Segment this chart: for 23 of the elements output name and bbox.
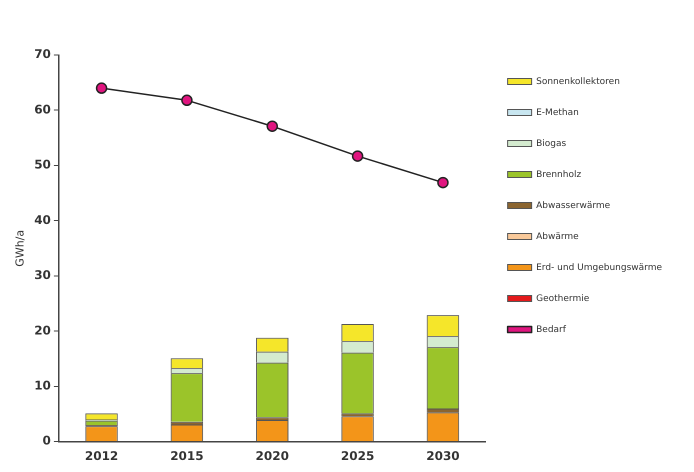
x-tick-label: 2020 [256, 448, 289, 463]
legend-label: Abwärme [536, 232, 580, 242]
y-tick-label: 20 [34, 323, 51, 338]
y-tick-label: 50 [34, 158, 51, 172]
legend-label: Brennholz [536, 170, 582, 180]
y-tick-label: 30 [34, 268, 51, 282]
y-tick-label: 70 [34, 47, 51, 62]
legend-label: Bedarf [536, 324, 567, 335]
x-tick-label: 2025 [340, 448, 374, 463]
y-tick-label: 60 [34, 102, 51, 116]
x-tick-label: 2030 [426, 448, 460, 463]
x-tick-label: 2015 [170, 448, 204, 463]
legend-label: Erd- und Umgebungswärme [536, 262, 662, 273]
legend-label: Sonnenkollektoren [536, 76, 620, 87]
y-tick-label: 10 [34, 378, 51, 392]
legend-label: E-Methan [536, 108, 579, 118]
y-axis-title: GWh/a [13, 230, 26, 267]
y-tick-label: 40 [34, 212, 51, 227]
x-tick-label: 2012 [84, 448, 118, 463]
legend-label: Geothermie [536, 294, 590, 304]
y-tick-label: 0 [42, 434, 51, 448]
legend-label: Biogas [536, 138, 567, 149]
legend-label: Abwasserwärme [536, 200, 611, 211]
